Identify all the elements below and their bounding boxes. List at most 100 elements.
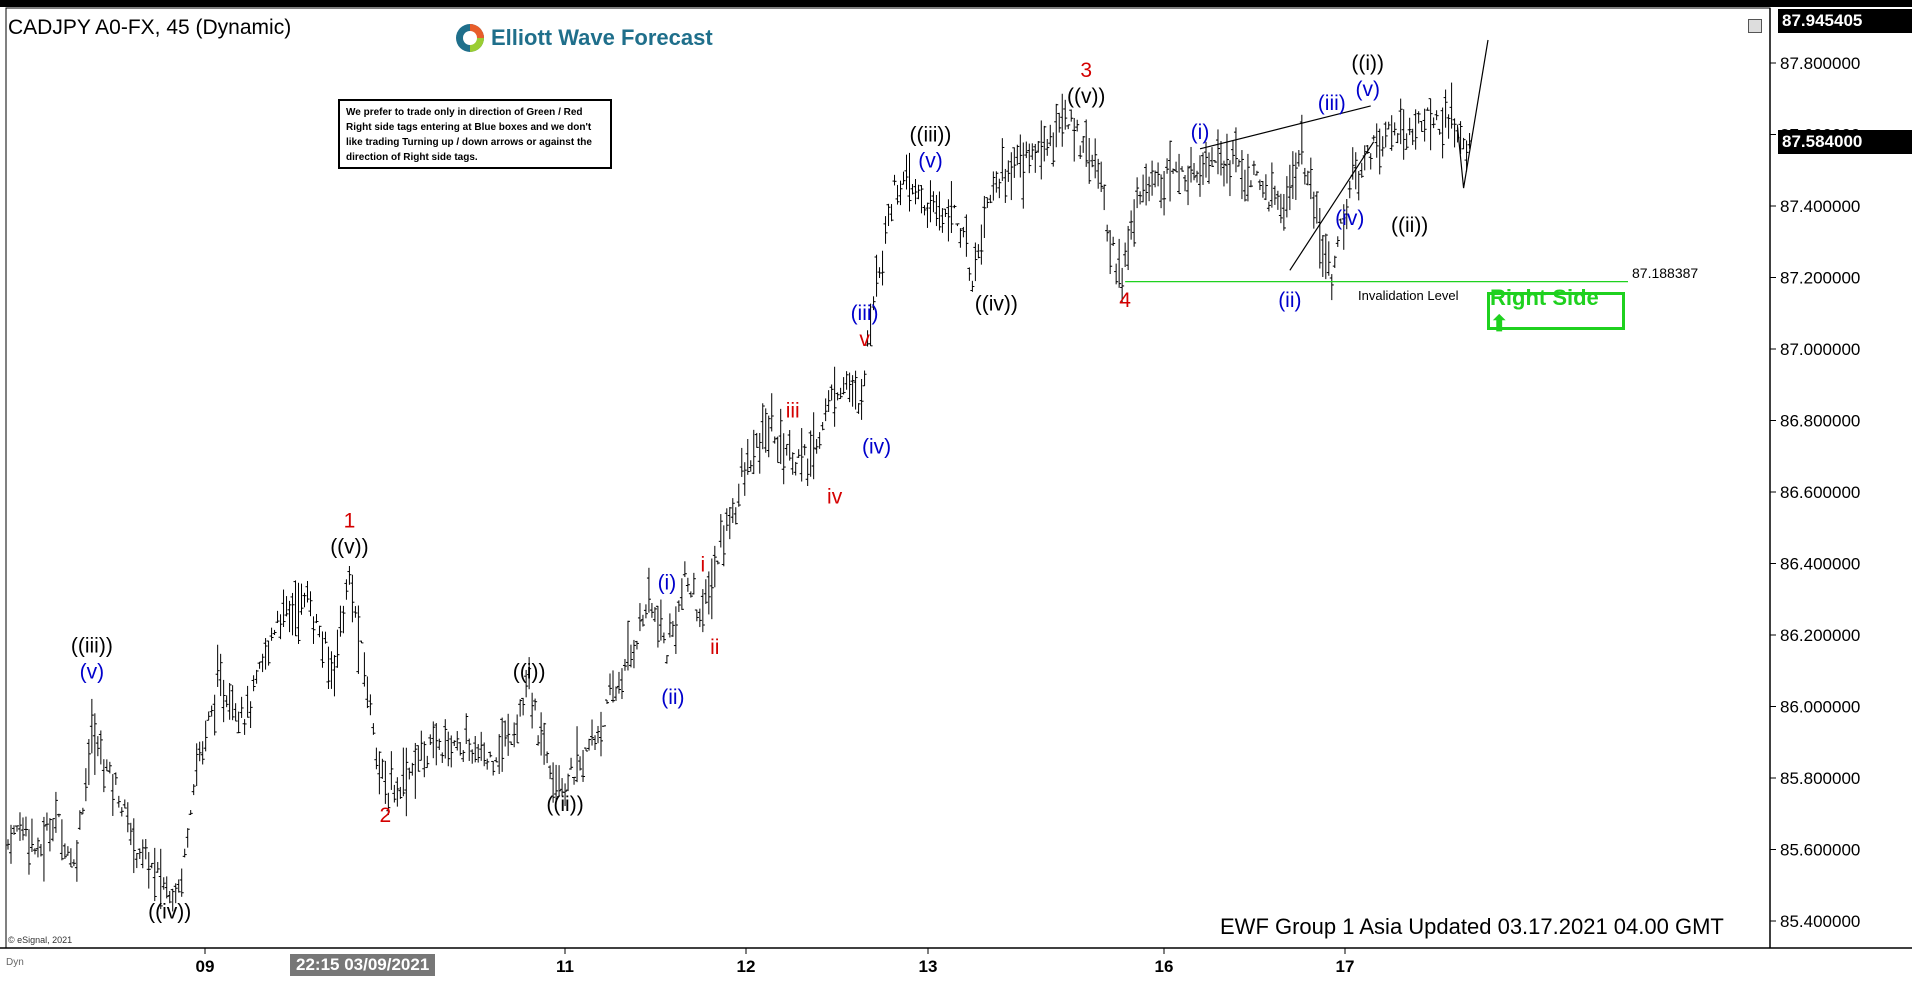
price-bar [619, 668, 624, 700]
price-bar [1000, 138, 1005, 181]
price-bar [817, 432, 822, 449]
price-bar [527, 657, 532, 690]
price-bar [856, 403, 861, 414]
y-tick-label: 86.800000 [1780, 412, 1860, 431]
wave-label: 1 [344, 510, 356, 533]
price-bar [284, 596, 289, 617]
price-bar [338, 605, 343, 637]
price-bar [413, 742, 418, 799]
price-bar [227, 683, 232, 720]
price-bar [575, 726, 580, 783]
price-bar [901, 171, 906, 185]
price-bar [173, 883, 178, 904]
price-bar [539, 712, 544, 756]
price-bar [1380, 136, 1385, 157]
price-bar [455, 731, 460, 751]
price-bar [341, 605, 346, 634]
price-bar [185, 828, 190, 848]
price-bar [8, 824, 13, 864]
price-bar [500, 717, 505, 772]
price-bar [763, 408, 768, 453]
price-bar [937, 191, 942, 231]
diagonal-lower-line [1289, 141, 1375, 271]
price-bar [1060, 93, 1065, 147]
price-bar [401, 747, 406, 797]
price-bar [892, 174, 897, 186]
price-bar [110, 774, 115, 816]
price-bar [1129, 210, 1134, 240]
price-bar [784, 443, 789, 456]
price-bar [428, 734, 433, 746]
price-bar [488, 751, 493, 758]
price-bar [419, 730, 424, 761]
price-bar [515, 714, 520, 744]
price-bar [1003, 168, 1008, 203]
price-bar [1353, 152, 1358, 190]
price-bar [1051, 132, 1056, 167]
window-restore-icon[interactable] [1748, 19, 1762, 33]
price-bar [1368, 153, 1373, 170]
price-bar [1287, 164, 1292, 211]
price-bar [107, 761, 112, 774]
price-bar [248, 701, 253, 729]
price-bar [317, 625, 322, 638]
price-bar [299, 583, 304, 615]
price-bar [1386, 121, 1391, 130]
price-bar [104, 759, 109, 772]
price-bar [404, 747, 409, 817]
price-bar [850, 375, 855, 407]
price-bar [1272, 185, 1277, 205]
price-bar [679, 578, 684, 610]
price-bar [1033, 143, 1038, 173]
price-bar [1153, 170, 1158, 188]
price-bar [1410, 128, 1415, 146]
price-bar [1257, 179, 1262, 191]
price-bar [1159, 174, 1164, 209]
price-bar [1248, 180, 1253, 188]
price-bar [290, 592, 295, 636]
price-bar [637, 603, 642, 632]
price-bar [913, 178, 918, 205]
price-bar [71, 859, 76, 867]
price-bar [182, 848, 187, 858]
price-bar [311, 616, 316, 644]
price-bar [113, 772, 118, 785]
price-bar [1024, 141, 1029, 159]
price-bar [853, 370, 858, 410]
price-bar [548, 765, 553, 780]
price-bar [1069, 109, 1074, 122]
x-tick-label: 12 [737, 957, 756, 976]
y-tick-label: 86.600000 [1780, 483, 1860, 502]
y-tick-label: 87.400000 [1780, 197, 1860, 216]
price-bar [140, 839, 145, 869]
price-bar [1293, 152, 1298, 200]
price-bar [494, 757, 499, 763]
price-bar [991, 171, 996, 201]
price-bar [347, 565, 352, 585]
price-bar [1425, 107, 1430, 111]
price-bar [53, 791, 58, 833]
price-bar [823, 398, 828, 422]
wave-label: (iii) [1318, 92, 1346, 115]
price-bar [1087, 138, 1092, 184]
price-bar [688, 591, 693, 598]
price-bar [1063, 99, 1068, 130]
wave-label: ((i)) [513, 661, 546, 684]
price-bar [446, 731, 451, 767]
price-bar [551, 762, 556, 803]
price-bar [1278, 193, 1283, 224]
price-bar [497, 734, 502, 775]
price-bar [709, 558, 714, 620]
price-bar [1090, 154, 1095, 168]
price-bar [62, 843, 67, 860]
price-bar [1329, 274, 1334, 301]
price-bar [1239, 150, 1244, 200]
price-bar [1323, 233, 1328, 280]
y-tick-label: 86.400000 [1780, 555, 1860, 574]
price-bar [1126, 225, 1131, 271]
price-bar [17, 812, 22, 841]
price-bar [1404, 133, 1409, 150]
price-bar [1183, 174, 1188, 192]
price-bar [943, 208, 948, 218]
